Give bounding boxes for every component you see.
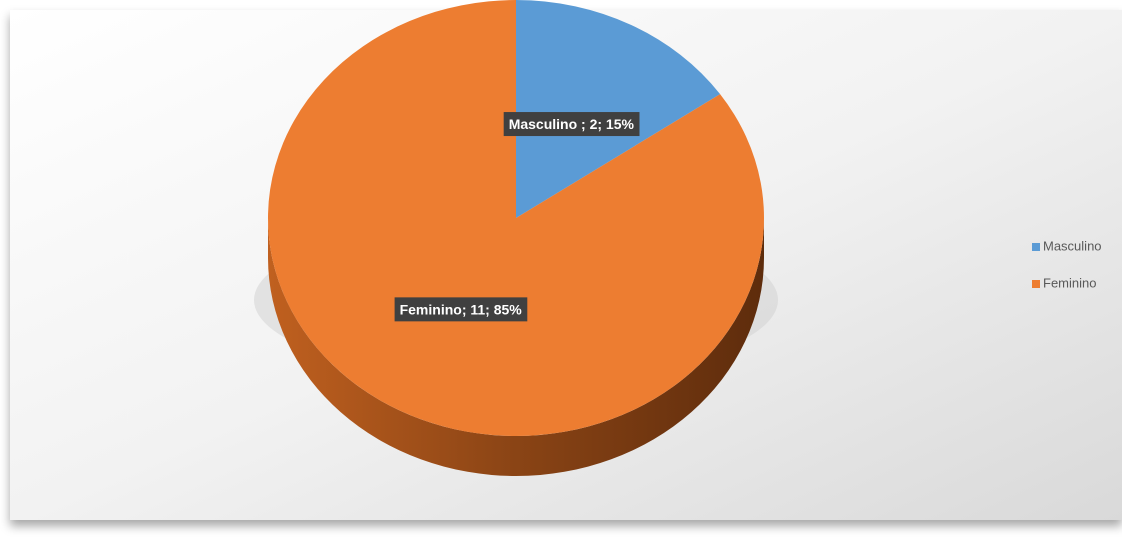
data-label: Masculino ; 2; 15% [503, 112, 640, 137]
legend-label: Masculino [1043, 238, 1102, 253]
pie-slice [268, 0, 764, 436]
data-label-text: Masculino ; 2; 15% [509, 116, 635, 132]
legend-swatch [1032, 243, 1040, 251]
pie-side [268, 218, 764, 476]
legend-swatch [1032, 280, 1040, 288]
data-label: Feminino; 11; 85% [394, 297, 528, 322]
pie-slice [516, 0, 721, 218]
legend: Masculino Feminino [1032, 238, 1102, 290]
legend-label: Feminino [1043, 275, 1096, 290]
pie [268, 0, 764, 476]
data-labels: Masculino ; 2; 15% Feminino; 11; 85% [394, 112, 640, 322]
data-label-box [503, 112, 640, 137]
data-label-text: Feminino; 11; 85% [400, 301, 523, 317]
data-label-box [394, 297, 528, 322]
